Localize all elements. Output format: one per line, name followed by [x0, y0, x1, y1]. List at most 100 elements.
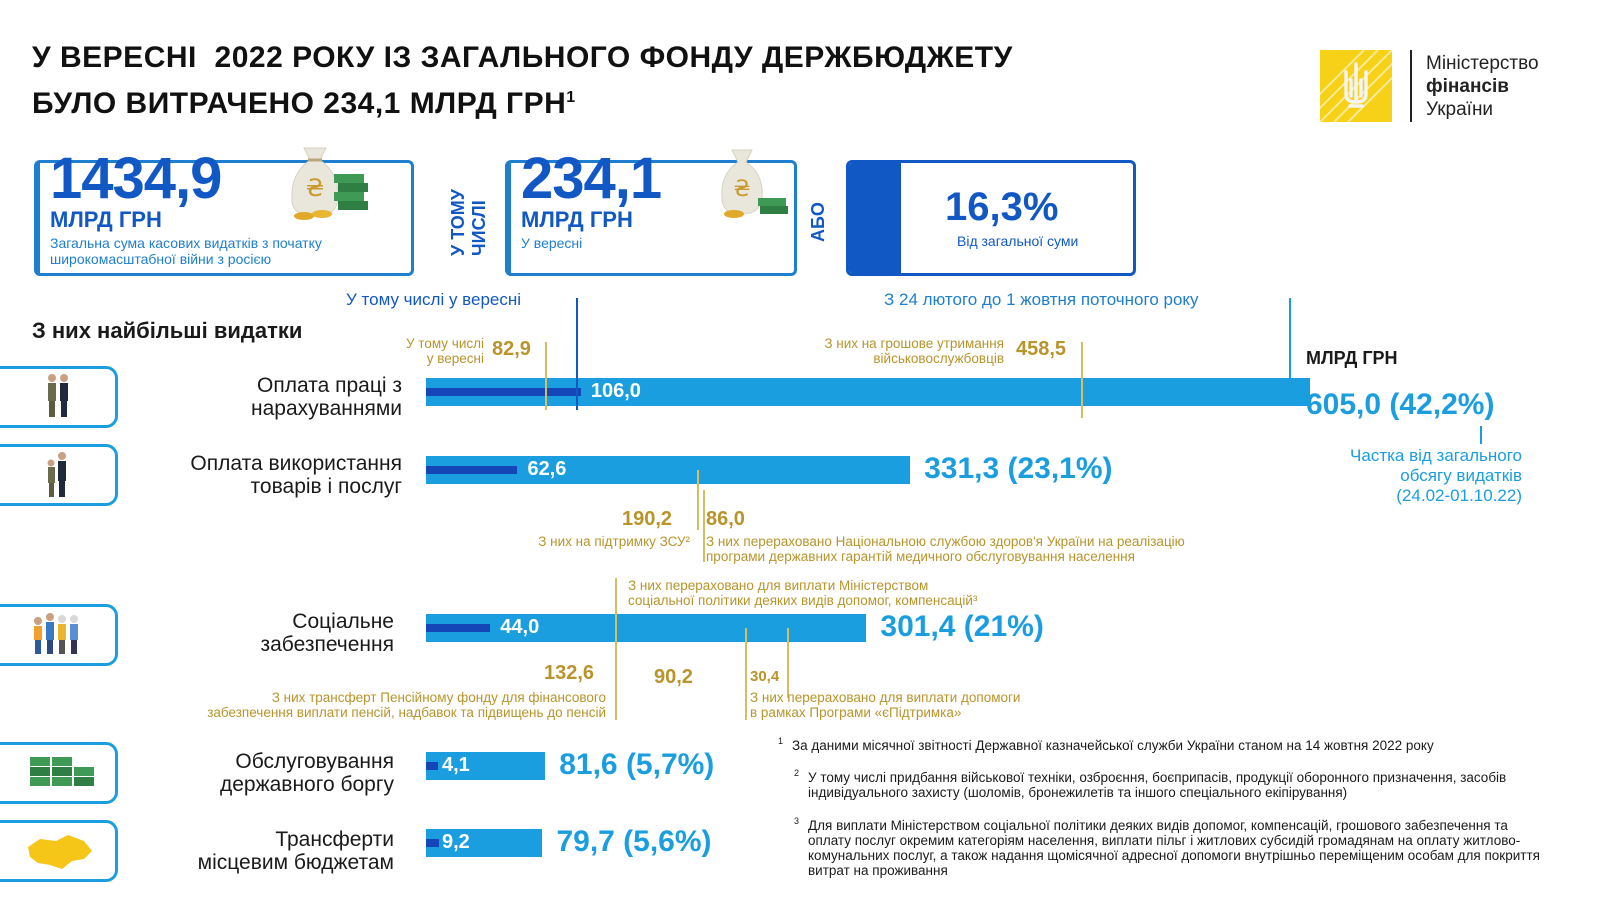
category-label-5-line-1: Трансферти: [275, 828, 394, 851]
ann-row2-b-text: З них перераховано Національною службою …: [706, 534, 1306, 564]
ministry-name: Міністерство фінансів України: [1426, 52, 1539, 121]
september-note-line: [576, 298, 578, 410]
ann-row3-top-text: З них перераховано для виплати Міністерс…: [628, 578, 1068, 608]
september-bar-5: [426, 839, 440, 847]
page-title: У ВЕРЕСНІ 2022 РОКУ ІЗ ЗАГАЛЬНОГО ФОНДУ …: [32, 38, 1013, 124]
ann-line-row3-c1: [745, 628, 747, 720]
ann-row2-a-num: 190,2: [622, 508, 673, 530]
row-icon-box-4: [0, 742, 118, 804]
ann-row1-total-text: З них на грошове утримання військовослуж…: [760, 336, 1004, 366]
money-bag-small-icon: ₴: [716, 142, 792, 222]
ann-line-row2-a: [697, 470, 699, 530]
ann-line-row3-c2: [787, 628, 789, 698]
ann-row1-total-line-2: військовослужбовців: [873, 351, 1004, 366]
september-bar-4: [426, 762, 438, 770]
logo-divider: [1410, 50, 1412, 122]
september-bar-3: [426, 624, 491, 632]
category-label-4-line-1: Обслуговування: [235, 750, 394, 773]
ann-row1-sept-line-2: у вересні: [426, 351, 484, 366]
total-spending-desc: Загальна сума касових видатків з початку…: [50, 235, 322, 267]
total-value-label-5: 79,7 (5,6%): [556, 825, 712, 858]
share-desc: Від загальної суми: [957, 233, 1079, 249]
ann-row3-c-line-2: в рамках Програми «єПідтримка»: [750, 705, 962, 720]
category-label-4: Обслуговування державного боргу: [160, 750, 394, 796]
ministry-name-line-2: фінансів: [1426, 76, 1509, 97]
row-icon-box-1: [0, 366, 118, 428]
family-icon: [34, 613, 78, 654]
ukraine-map-icon: [28, 835, 92, 869]
ann-line-row3-top: [615, 578, 617, 720]
total-value-label-4: 81,6 (5,7%): [559, 748, 715, 781]
row-icon-box-2: [0, 444, 118, 506]
total-value-label-3: 301,4 (21%): [880, 610, 1044, 643]
ann-row3-a-line-2: забезпечення виплати пенсій, надбавок та…: [207, 705, 606, 720]
title-line-2-text: БУЛО ВИТРАЧЕНО 234,1 МЛРД ГРН: [32, 87, 567, 120]
ann-row1-sept-text: У тому числі у вересні: [360, 336, 484, 366]
ann-row2-b-line-1: З них перераховано Національною службою …: [706, 534, 1185, 549]
september-value-label-1: 106,0: [590, 380, 641, 402]
soldier-officials-icon: [48, 374, 68, 417]
share-card-accent: [849, 163, 901, 273]
row-icon-box-5: [0, 820, 118, 882]
money-bag-icon: ₴: [282, 134, 374, 224]
september-value-label-2: 62,6: [527, 458, 567, 480]
ann-row1-sept-num: 82,9: [492, 338, 531, 360]
ann-line-row1-total: [1081, 342, 1083, 418]
ann-row3-top-line-2: соціальної політики деяких видів допомог…: [628, 593, 978, 608]
or-label: АБО: [808, 202, 828, 242]
category-label-4-line-2: державного боргу: [219, 773, 394, 796]
category-label-5-line-2: місцевим бюджетам: [197, 851, 394, 874]
category-label-5: Трансферти місцевим бюджетам: [160, 828, 394, 874]
september-spending-unit: МЛРД ГРН: [521, 207, 633, 232]
total-spending-card: 1434,9 МЛРД ГРН Загальна сума касових ви…: [34, 149, 414, 276]
footnote-3-num: 3: [794, 816, 800, 826]
category-label-2: Оплата використання товарів і послуг: [140, 452, 402, 498]
september-note: У тому числі у вересні: [346, 290, 522, 309]
ann-row1-total-num: 458,5: [1016, 338, 1067, 360]
september-value-label-5: 9,2: [442, 831, 470, 853]
ann-row3-b-num: 90,2: [654, 666, 693, 688]
september-spending-desc: У вересні: [521, 235, 583, 251]
title-line-2: БУЛО ВИТРАЧЕНО 234,1 МЛРД ГРН1: [32, 78, 1013, 124]
september-bar-1: [426, 388, 581, 396]
footnote-2-num: 2: [794, 768, 800, 778]
footnote-3: 3 Для виплати Міністерством соціальної п…: [794, 816, 1548, 878]
footnote-2: 2 У тому числі придбання військової техн…: [794, 768, 1594, 800]
ministry-name-line-1: Міністерство: [1426, 53, 1539, 74]
share-card: 16,3% Від загальної суми: [846, 160, 1136, 276]
footnote-3-text: Для виплати Міністерством соціальної пол…: [808, 818, 1540, 878]
september-value-label-4: 4,1: [442, 754, 470, 776]
september-value-label-3: 44,0: [500, 616, 540, 638]
september-spending-card: 234,1 МЛРД ГРН У вересні: [505, 149, 797, 276]
ann-line-row1-sept: [545, 342, 547, 410]
money-stacks-icon: [30, 757, 94, 786]
total-bar-3: [426, 614, 867, 642]
ann-line-row2-b: [703, 490, 705, 562]
ministry-logo: [1291, 49, 1421, 123]
share-note-line-1: Частка від загального: [1350, 446, 1522, 465]
share-value: 16,3%: [945, 185, 1059, 229]
total-value-label-1: 605,0 (42,2%): [1306, 388, 1495, 421]
svg-text:₴: ₴: [306, 174, 325, 202]
share-note-line-3: (24.02-01.10.22): [1396, 486, 1522, 505]
category-label-1-line-2: нарахуваннями: [251, 397, 402, 420]
share-note-line: [1480, 426, 1482, 444]
title-footnote-mark: 1: [566, 89, 576, 106]
ann-row3-c-num: 30,4: [750, 668, 780, 685]
footnote-2-text: У тому числі придбання військової технік…: [808, 770, 1507, 800]
total-bar-5: [426, 829, 543, 857]
trident-icon: [1291, 49, 1421, 123]
total-spending-unit: МЛРД ГРН: [50, 207, 162, 232]
footnote-1-text: За даними місячної звітності Державної к…: [792, 738, 1434, 753]
total-value-label-2: 331,3 (23,1%): [924, 452, 1113, 485]
in-total-label-line-1: У ТОМУ: [448, 189, 468, 256]
footnote-1-num: 1: [778, 736, 784, 746]
category-label-2-line-1: Оплата використання: [190, 452, 402, 475]
share-note: Частка від загального обсягу видатків (2…: [1276, 446, 1522, 506]
period-note: З 24 лютого до 1 жовтня поточного року: [884, 290, 1199, 309]
title-line-1: У ВЕРЕСНІ 2022 РОКУ ІЗ ЗАГАЛЬНОГО ФОНДУ …: [32, 41, 1013, 74]
unit-label: МЛРД ГРН: [1306, 348, 1398, 368]
ann-row3-top-line-1: З них перераховано для виплати Міністерс…: [628, 578, 929, 593]
in-total-label-line-2: ЧИСЛІ: [469, 200, 489, 256]
ann-row2-b-num: 86,0: [706, 508, 745, 530]
